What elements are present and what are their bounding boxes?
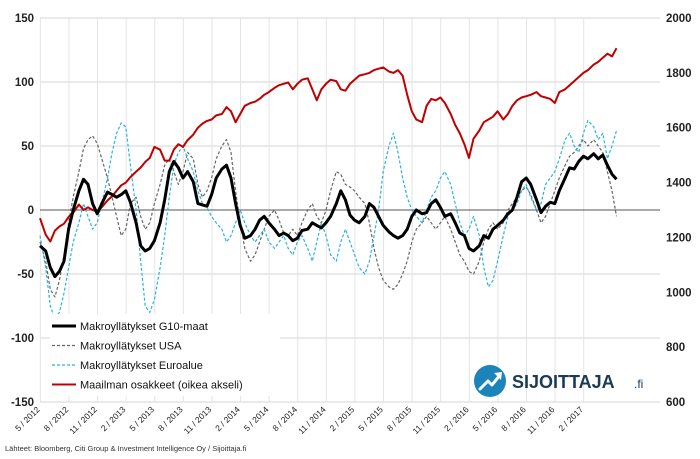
left-axis: 150 100 50 0 -50 -100 -150 <box>11 13 34 409</box>
brand-logo: SIJOITTAJA .fi <box>474 365 643 397</box>
y-right-tick-label: 1200 <box>666 232 692 244</box>
y-right-tick-label: 800 <box>666 342 685 354</box>
y-left-tick-label: 0 <box>28 205 34 217</box>
x-tick-label: 11 / 2014 <box>296 404 328 436</box>
series-line-0 <box>38 152 618 279</box>
source-note: Lähteet: Bloomberg, Citi Group & Investm… <box>5 444 247 453</box>
x-tick-label: 2 / 2017 <box>556 404 585 433</box>
x-tick-label: 5 / 2016 <box>471 404 500 433</box>
x-tick-label: 11 / 2012 <box>67 404 99 436</box>
y-left-tick-label: -150 <box>11 397 34 409</box>
y-right-tick-label: 1600 <box>666 123 692 135</box>
y-right-tick-label: 1400 <box>666 178 692 190</box>
legend-background <box>50 314 280 396</box>
legend: Makroyllätykset G10-maat Makroyllätykset … <box>50 314 280 396</box>
right-axis: 2000 1800 1600 1400 1200 1000 800 600 <box>666 13 692 409</box>
y-right-tick-label: 600 <box>666 397 685 409</box>
y-left-tick-label: 100 <box>15 77 34 89</box>
x-tick-label: 5 / 2013 <box>127 404 156 433</box>
y-right-tick-label: 1800 <box>666 68 692 80</box>
y-left-tick-label: 50 <box>21 141 34 153</box>
trend-arrow-icon <box>474 365 506 397</box>
brand-suffix: .fi <box>634 377 643 391</box>
y-left-tick-label: 150 <box>15 13 34 25</box>
x-tick-label: 2 / 2016 <box>442 404 471 433</box>
y-right-tick-label: 2000 <box>666 13 692 25</box>
y-left-tick-label: -100 <box>11 333 34 345</box>
legend-label: Makroyllätykset Euroalue <box>80 360 203 372</box>
x-tick-label: 5 / 2015 <box>356 404 385 433</box>
series-layer <box>38 47 618 320</box>
x-tick-label: 11 / 2015 <box>410 404 442 436</box>
legend-label: Maailman osakkeet (oikea akseli) <box>80 380 243 392</box>
y-left-tick-label: -50 <box>17 269 34 281</box>
x-tick-label: 11 / 2013 <box>182 404 214 436</box>
x-tick-label: 5 / 2014 <box>242 404 271 433</box>
brand-name: SIJOITTAJA <box>512 372 615 392</box>
x-tick-label: 11 / 2016 <box>525 404 557 436</box>
series-line-2 <box>39 119 618 320</box>
series-line-3 <box>39 47 618 243</box>
legend-label: Makroyllätykset USA <box>80 341 182 353</box>
x-tick-label: 2 / 2014 <box>213 404 242 433</box>
y-right-tick-label: 1000 <box>666 287 692 299</box>
x-tick-label: 2 / 2015 <box>328 404 357 433</box>
legend-label: Makroyllätykset G10-maat <box>80 321 208 333</box>
x-tick-label: 2 / 2013 <box>99 404 128 433</box>
